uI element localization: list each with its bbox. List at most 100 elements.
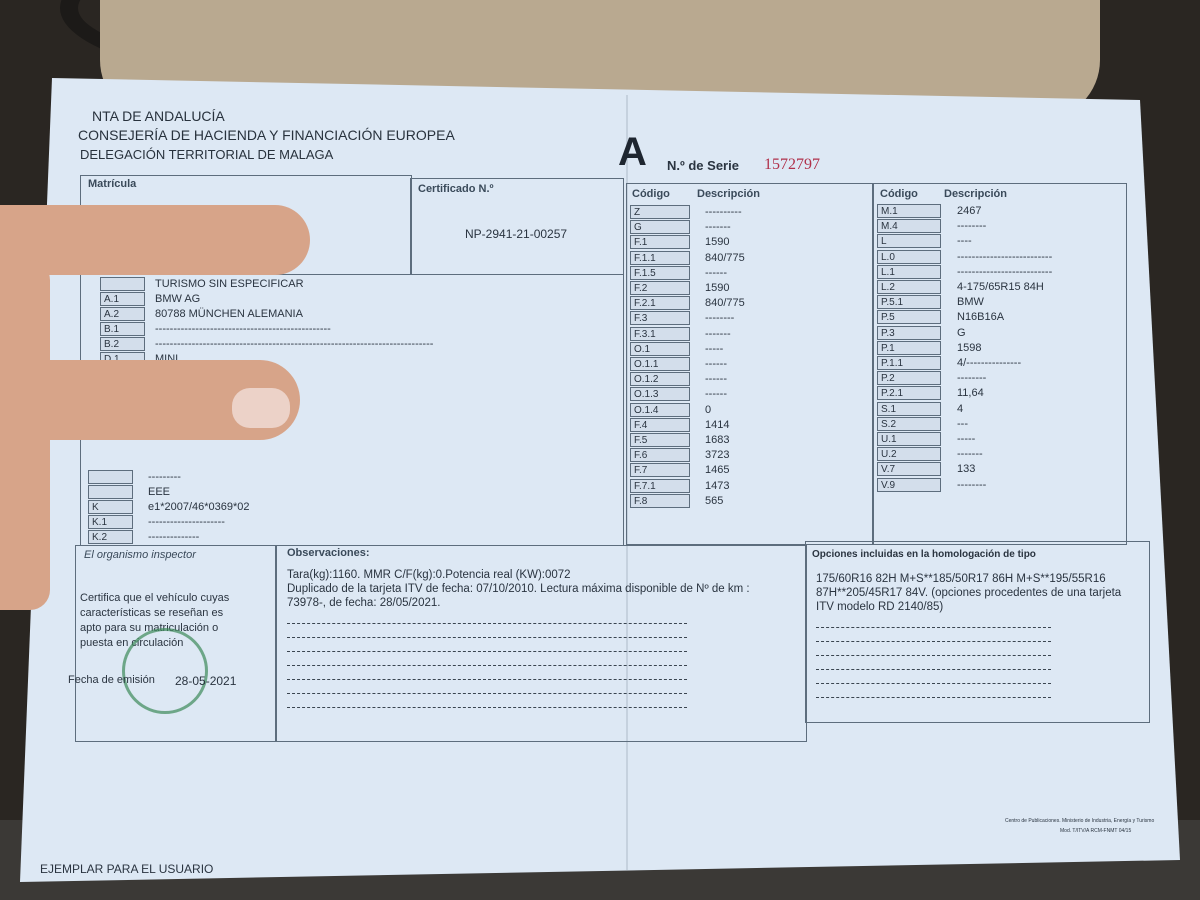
- opciones-line-1: 175/60R16 82H M+S**185/50R17 86H M+S**19…: [816, 573, 1106, 585]
- row-value: --------------------------: [957, 250, 1053, 263]
- row-code: P.5: [877, 310, 941, 325]
- row-code: F.6: [630, 448, 690, 463]
- row-value: -------: [957, 448, 983, 461]
- serie-label: N.º de Serie: [667, 158, 739, 173]
- certificado-value: NP-2941-21-00257: [465, 227, 568, 241]
- mid-table: [626, 183, 873, 545]
- row-code: F.3.1: [630, 326, 690, 341]
- row-value: --------: [957, 372, 987, 385]
- inspector-box: [75, 545, 277, 742]
- row-code: M.4: [877, 219, 941, 234]
- header-line-1: NTA DE ANDALUCÍA: [92, 108, 225, 124]
- row-code: P.5.1: [877, 295, 941, 310]
- row-code: B.1: [100, 322, 145, 336]
- row-value: --------: [957, 220, 987, 233]
- row-code: O.1.1: [630, 357, 690, 371]
- row-code: O.1.2: [630, 372, 690, 387]
- row-value: 4/---------------: [957, 357, 1022, 369]
- row-code: [100, 277, 145, 291]
- row-value: -------: [705, 221, 731, 234]
- row-value: --------: [957, 478, 987, 491]
- row-code: F.5: [630, 433, 690, 447]
- row-code: F.4: [630, 417, 690, 432]
- row-value: 1473: [705, 479, 730, 492]
- row-value: BMW: [957, 296, 984, 309]
- row-value: ------: [705, 266, 727, 279]
- row-value: ------: [705, 358, 727, 370]
- opciones-title: Opciones incluidas en la homologación de…: [812, 549, 1036, 560]
- mid-code-header: Código: [632, 188, 670, 200]
- row-code: L.2: [877, 280, 941, 294]
- blank-line: [287, 623, 687, 624]
- row-code: O.1: [630, 341, 690, 356]
- row-code: V.7: [877, 462, 941, 477]
- row-value: -----: [957, 433, 976, 445]
- row-code: O.1.3: [630, 387, 690, 402]
- row-code: F.2: [630, 281, 690, 295]
- row-value: EEE: [148, 486, 171, 498]
- row-code: K: [88, 500, 133, 514]
- fecha-value: 28-05-2021: [175, 674, 237, 688]
- blank-line: [287, 707, 687, 708]
- row-value: G: [957, 326, 966, 339]
- official-stamp: [122, 628, 208, 714]
- row-value: --------: [705, 312, 735, 325]
- certificado-label: Certificado N.º: [418, 183, 494, 195]
- blank-line: [816, 683, 1051, 684]
- row-code: K.1: [88, 515, 133, 529]
- row-code: P.2.1: [877, 386, 941, 401]
- row-value: ---: [957, 417, 968, 430]
- row-code: V.9: [877, 477, 941, 492]
- row-value: ----------------------------------------…: [155, 323, 331, 335]
- fold-line: [626, 95, 628, 870]
- row-code: F.1.5: [630, 265, 690, 280]
- row-value: 80788 MÜNCHEN ALEMANIA: [155, 308, 303, 320]
- certifica-line: características se reseñan es: [80, 607, 224, 619]
- right-code-header: Código: [880, 188, 918, 200]
- row-value: 133: [957, 463, 976, 476]
- observaciones-box: [275, 545, 807, 742]
- row-value: TURISMO SIN ESPECIFICAR: [155, 278, 304, 290]
- certifica-line: apto para su matriculación o: [80, 622, 219, 634]
- row-code: A.1: [100, 292, 145, 306]
- row-value: ----------------------------------------…: [155, 338, 434, 350]
- row-value: ---------: [148, 471, 181, 483]
- blank-line: [816, 697, 1051, 698]
- row-code: A.2: [100, 307, 145, 321]
- row-code: F.7.1: [630, 478, 690, 493]
- certifica-line: Certifica que el vehículo cuyas: [80, 592, 230, 604]
- row-value: 4: [957, 402, 964, 415]
- row-code: F.2.1: [630, 296, 690, 311]
- header-line-3: DELEGACIÓN TERRITORIAL DE MALAGA: [80, 147, 334, 162]
- opciones-line-2: 87H**205/45R17 84V. (opciones procedente…: [816, 587, 1122, 599]
- row-code: F.3: [630, 311, 690, 326]
- row-code: F.1.1: [630, 250, 690, 265]
- row-value: 1414: [705, 418, 730, 431]
- row-value: -----: [705, 342, 724, 355]
- row-code: K.2: [88, 530, 133, 544]
- blank-line: [287, 679, 687, 680]
- row-value: 3723: [705, 449, 730, 462]
- observaciones-line-3: 73978-, de fecha: 28/05/2021.: [287, 597, 441, 609]
- row-code: Z: [630, 205, 690, 219]
- blank-line: [816, 641, 1051, 642]
- row-value: 1590: [705, 282, 730, 294]
- row-value: 2467: [957, 205, 982, 217]
- row-code: P.3: [877, 325, 941, 340]
- observaciones-title: Observaciones:: [287, 547, 370, 559]
- opciones-line-3: ITV modelo RD 2140/85): [816, 601, 944, 613]
- matricula-label: Matrícula: [88, 178, 137, 190]
- blank-line: [816, 655, 1051, 656]
- row-value: 1598: [957, 341, 982, 354]
- row-code: U.2: [877, 447, 941, 462]
- row-value: ---------------------: [148, 516, 225, 528]
- row-value: ----: [957, 235, 972, 248]
- row-value: ----------: [705, 206, 742, 218]
- row-code: B.2: [100, 337, 145, 351]
- certificado-box: [410, 178, 624, 275]
- publisher-note: Centro de Publicaciones. Ministerio de I…: [1005, 818, 1155, 824]
- row-code: L: [877, 234, 941, 249]
- ejemplar-label: EJEMPLAR PARA EL USUARIO: [40, 862, 214, 876]
- blank-line: [816, 669, 1051, 670]
